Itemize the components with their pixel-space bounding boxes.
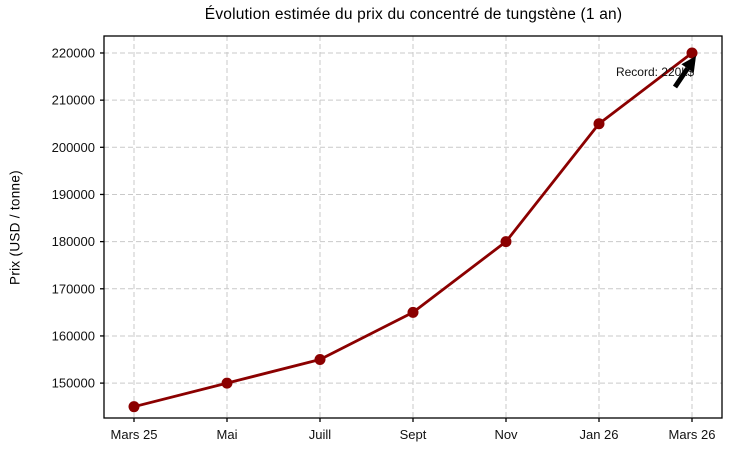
annotation-arrow-shaft	[672, 66, 690, 89]
y-tick-label: 170000	[52, 281, 95, 296]
data-point	[407, 306, 419, 318]
x-tick-label: Mars 25	[111, 427, 158, 442]
data-point	[500, 236, 512, 248]
data-point	[128, 401, 140, 413]
y-tick-label: 210000	[52, 93, 95, 108]
x-tick-label: Mai	[217, 427, 238, 442]
x-tick-label: Nov	[494, 427, 518, 442]
y-tick-label: 220000	[52, 45, 95, 60]
data-point	[221, 377, 233, 389]
data-point	[686, 47, 698, 59]
y-tick-label: 180000	[52, 234, 95, 249]
x-tick-label: Mars 26	[669, 427, 716, 442]
y-tick-label: 190000	[52, 187, 95, 202]
chart-title: Évolution estimée du prix du concentré d…	[204, 6, 623, 23]
y-tick-label: 160000	[52, 328, 95, 343]
data-point	[314, 354, 326, 366]
record-annotation-label: Record: 220k$	[616, 65, 694, 79]
x-tick-label: Jan 26	[579, 427, 618, 442]
x-tick-label: Sept	[400, 427, 427, 442]
annotation-arrow-head	[681, 55, 696, 73]
x-tick-label: Juill	[309, 427, 332, 442]
y-tick-label: 150000	[52, 376, 95, 391]
data-point	[593, 118, 605, 130]
y-tick-label: 200000	[52, 140, 95, 155]
